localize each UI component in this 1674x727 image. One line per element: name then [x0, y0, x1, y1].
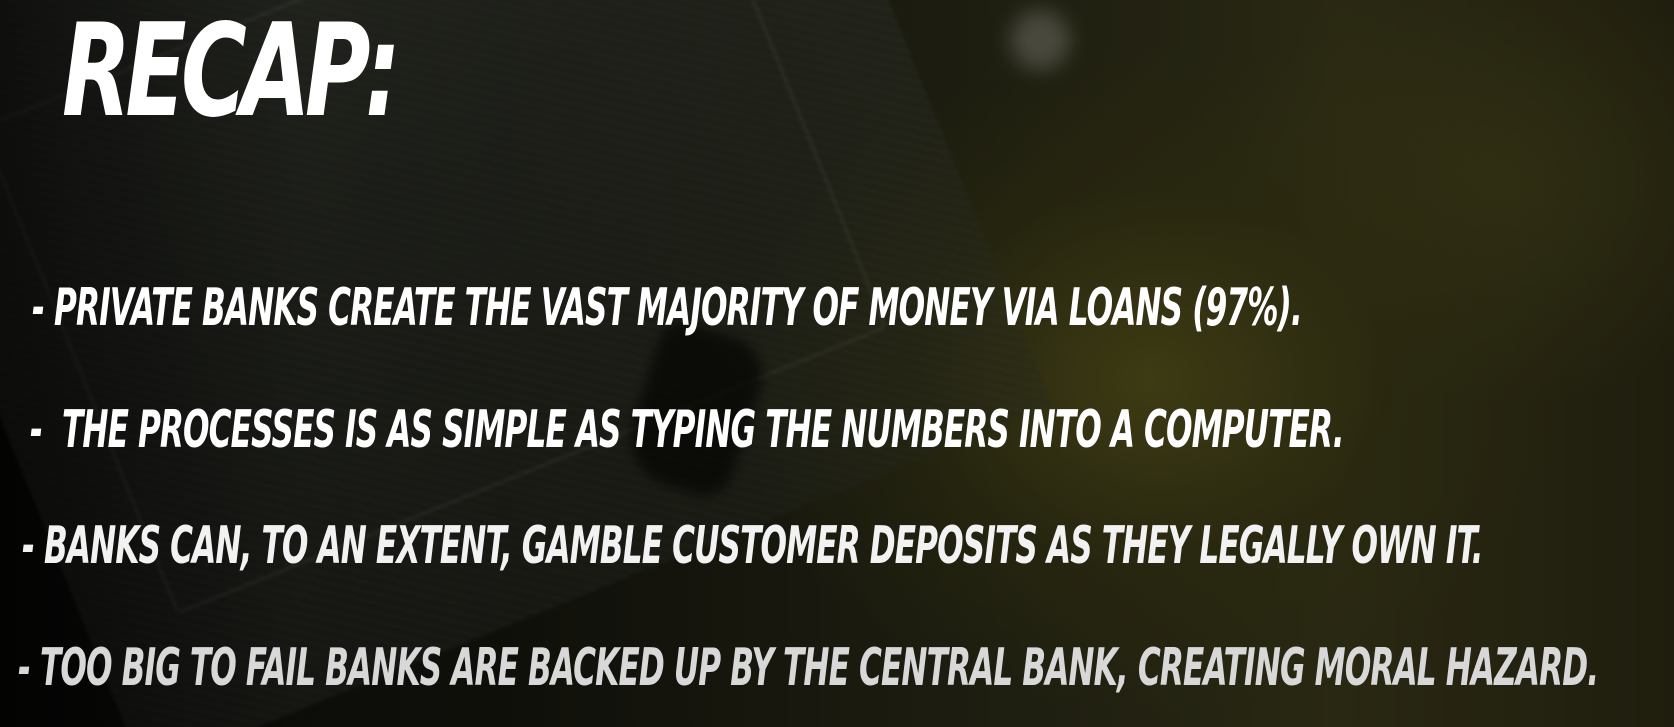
recap-bullet-3: - BANKS CAN, TO AN EXTENT, GAMBLE CUSTOM…	[22, 516, 1483, 576]
recap-bullet-1: - PRIVATE BANKS CREATE THE VAST MAJORITY…	[32, 278, 1303, 338]
slide-title: RECAP:	[62, 0, 401, 146]
recap-bullet-2: - THE PROCESSES IS AS SIMPLE AS TYPING T…	[30, 400, 1345, 460]
background-highlight-shape	[1010, 10, 1070, 70]
recap-bullet-4: - TOO BIG TO FAIL BANKS ARE BACKED UP BY…	[18, 638, 1599, 698]
left-vignette	[0, 0, 300, 727]
